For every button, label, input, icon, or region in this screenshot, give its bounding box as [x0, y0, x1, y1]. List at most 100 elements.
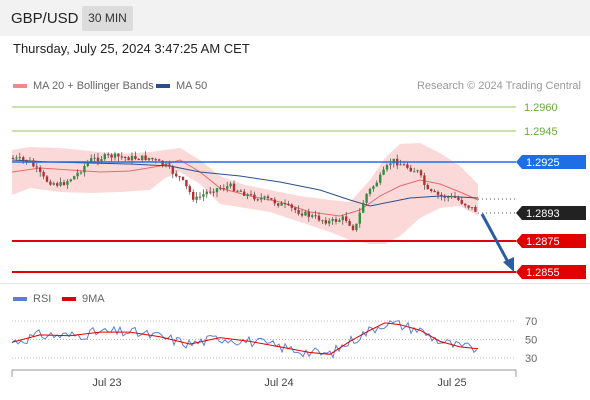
candle-body — [436, 191, 440, 195]
level-12925-tag — [516, 155, 586, 169]
candle-body — [467, 205, 470, 208]
candle-body — [25, 159, 28, 163]
level-12893-tag — [516, 206, 586, 220]
candle-body — [69, 179, 72, 182]
candle-body — [205, 191, 208, 195]
candle-body — [185, 179, 188, 187]
x-axis-label-2: Jul 25 — [437, 377, 466, 389]
candle-body — [426, 184, 429, 190]
candle-body — [79, 172, 83, 174]
candle-body — [433, 190, 436, 192]
candle-body — [178, 176, 181, 178]
candle-body — [83, 165, 86, 173]
candle-body — [45, 176, 49, 182]
candle-body — [382, 169, 385, 175]
candle-body — [470, 207, 474, 209]
candle-body — [219, 188, 222, 190]
candle-body — [368, 188, 372, 194]
candle-body — [113, 153, 117, 158]
candle-body — [86, 162, 89, 166]
candle-body — [141, 155, 144, 160]
candle-body — [457, 197, 460, 201]
forecast-arrow-head — [503, 257, 514, 272]
candle-body — [124, 156, 127, 158]
candle-body — [311, 215, 314, 217]
candle-body — [423, 175, 426, 185]
candle-body — [35, 166, 38, 168]
candle-body — [215, 188, 219, 193]
candle-body — [195, 196, 198, 200]
ma20-line — [11, 159, 479, 217]
candle-body — [300, 213, 304, 216]
candle-body — [103, 154, 106, 160]
candle-body — [175, 173, 178, 177]
level-12855-label: 1.2855 — [526, 267, 560, 279]
candle-body — [93, 157, 96, 159]
candle-body — [331, 219, 334, 221]
candle-body — [365, 193, 368, 203]
candle-body — [450, 196, 453, 198]
candle-body — [158, 159, 161, 161]
rsi-9ma-line — [11, 322, 479, 355]
candle-body — [39, 167, 42, 172]
candle-body — [52, 183, 55, 185]
candle-body — [243, 191, 246, 196]
candle-body — [402, 164, 406, 166]
candle-body — [76, 172, 79, 177]
legend-ma20: MA 20 + Bollinger Bands — [13, 80, 154, 92]
candle-body — [307, 211, 310, 217]
candle-body — [49, 181, 52, 185]
candle-body — [127, 157, 130, 161]
candle-body — [260, 197, 263, 200]
candle-body — [144, 155, 147, 160]
credit-text: Research © 2024 Trading Central — [416, 80, 581, 92]
legend-9ma-label: 9MA — [82, 293, 105, 305]
candle-body — [266, 196, 270, 199]
candle-body — [73, 176, 76, 180]
candle-body — [171, 166, 174, 174]
top-bar: GBP/USD 30 MIN — [0, 0, 590, 36]
candle-body — [130, 155, 134, 161]
candle-body — [447, 196, 450, 198]
candle-body — [181, 176, 185, 180]
candle-body — [277, 203, 280, 206]
candle-body — [59, 182, 62, 186]
legend-ma20-label: MA 20 + Bollinger Bands — [33, 80, 154, 92]
candle-body — [11, 158, 15, 159]
level-12945-label: 1.2945 — [524, 126, 558, 138]
timeframe-button[interactable]: 30 MIN — [82, 6, 133, 31]
candle-body — [212, 191, 215, 193]
candle-body — [345, 216, 348, 221]
candle-body — [110, 154, 113, 158]
forecast-arrow-shaft — [480, 213, 510, 263]
candle-body — [96, 157, 100, 162]
rsi-axis-label-70: 70 — [525, 316, 537, 328]
legend-rsi-label: RSI — [33, 293, 52, 305]
candle-body — [409, 167, 412, 172]
candle-body — [419, 170, 423, 176]
candle-body — [280, 202, 283, 206]
candle-body — [375, 182, 378, 187]
ma20-swatch — [13, 84, 27, 89]
candle-body — [263, 196, 266, 198]
candle-body — [362, 202, 365, 213]
candle-body — [134, 155, 137, 159]
legend-ma50-label: MA 50 — [176, 80, 208, 92]
candle-body — [226, 186, 229, 189]
candle-body — [232, 183, 236, 191]
candle-body — [314, 215, 317, 217]
candle-body — [341, 216, 344, 221]
candle-body — [209, 191, 212, 193]
candle-body — [151, 157, 154, 160]
candle-body — [161, 160, 164, 166]
candle-body — [22, 157, 25, 160]
chart-datetime: Thursday, July 25, 2024 3:47:25 AM CET — [13, 41, 250, 56]
candle-body — [273, 199, 276, 204]
candle-body — [188, 186, 191, 193]
candle-body — [283, 202, 287, 204]
candle-body — [120, 156, 123, 158]
candle-body — [147, 157, 151, 160]
ma50-line — [11, 159, 479, 207]
candle-body — [42, 171, 45, 177]
